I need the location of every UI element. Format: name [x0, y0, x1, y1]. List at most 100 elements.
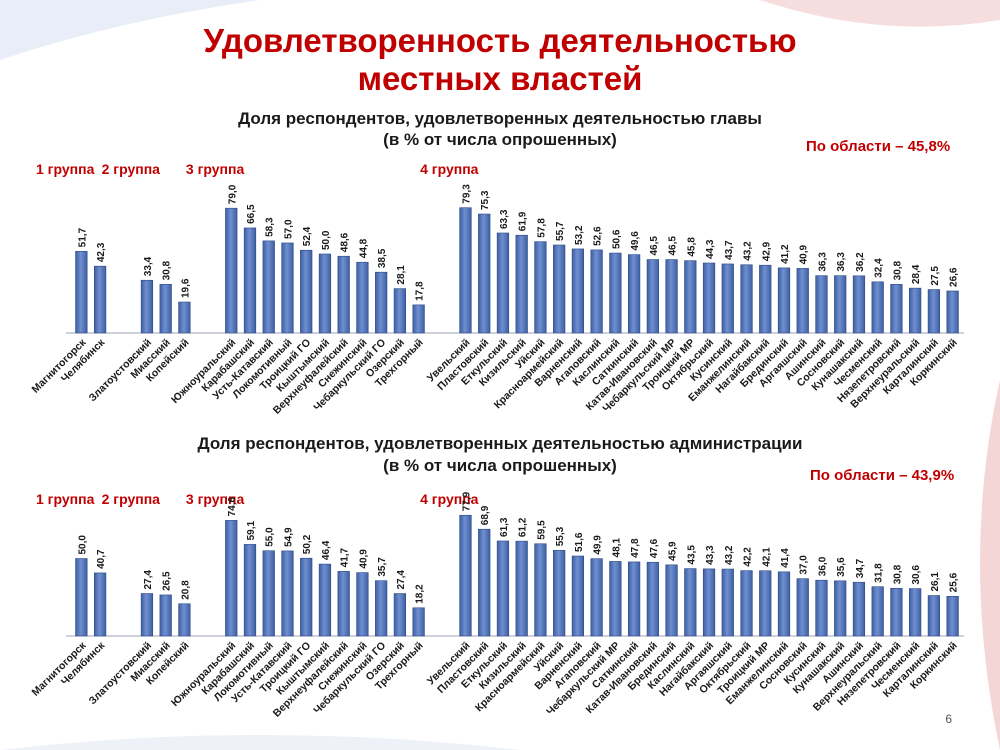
group-label: 1 группа [36, 161, 95, 177]
group-label: 1 группа [36, 491, 95, 507]
data-label: 79,3 [461, 184, 472, 204]
data-label: 26,5 [162, 571, 173, 591]
group-label: 3 группа [186, 491, 245, 507]
data-label: 26,6 [949, 267, 960, 287]
group-label: 2 группа [102, 491, 161, 507]
bar [496, 540, 510, 637]
bar [515, 540, 528, 637]
bar [178, 603, 191, 637]
data-label: 75,3 [480, 190, 491, 210]
slide-title-line2: местных властей [357, 60, 643, 97]
bar [393, 288, 407, 334]
bar [281, 242, 294, 334]
bar [909, 588, 922, 637]
group-label: 3 группа [186, 161, 245, 177]
bar [478, 528, 491, 637]
bar [852, 581, 866, 637]
data-label: 31,8 [874, 563, 885, 583]
bar [815, 579, 828, 637]
data-label: 40,7 [96, 549, 107, 569]
data-label: 74,6 [227, 496, 238, 516]
group-label: 4 группа [420, 491, 479, 507]
bar [534, 543, 547, 637]
data-label: 49,9 [593, 535, 604, 555]
bar [721, 568, 734, 637]
bar [684, 260, 697, 334]
data-label: 34,7 [855, 558, 866, 578]
data-label: 61,2 [518, 517, 529, 537]
chart2-title-line1: Доля респондентов, удовлетворенных деяте… [197, 434, 803, 453]
data-label: 40,9 [799, 244, 810, 264]
chart1-region-note: По области – 45,8% [806, 138, 951, 155]
data-label: 43,2 [724, 545, 735, 565]
bar [243, 544, 257, 637]
bar [796, 578, 809, 637]
data-label: 52,6 [593, 226, 604, 246]
data-label: 19,6 [180, 278, 191, 298]
data-label: 50,0 [77, 535, 88, 555]
bar [815, 275, 828, 334]
bar [590, 249, 603, 334]
data-label: 43,2 [743, 241, 754, 261]
bar [777, 267, 791, 334]
bar [75, 558, 88, 637]
bar [337, 255, 350, 334]
data-label: 32,4 [874, 258, 885, 278]
bar [281, 550, 294, 637]
data-label: 41,7 [340, 547, 351, 567]
bar [909, 287, 922, 334]
bar [225, 207, 238, 334]
data-label: 30,8 [892, 260, 903, 280]
data-label: 48,1 [611, 538, 622, 558]
group-label: 2 группа [102, 161, 161, 177]
bar [178, 301, 191, 334]
data-label: 42,1 [761, 547, 772, 567]
data-label: 44,3 [705, 239, 716, 259]
bar [627, 561, 641, 637]
bar [412, 607, 425, 637]
chart2-title-line2: (в % от числа опрошенных) [383, 456, 617, 475]
bar [571, 555, 585, 637]
bar [300, 557, 313, 637]
bar [702, 568, 716, 637]
bar [94, 572, 107, 637]
bar [553, 549, 566, 637]
data-label: 46,5 [668, 236, 679, 256]
data-label: 55,0 [265, 527, 276, 547]
data-label: 41,2 [780, 244, 791, 264]
bar [777, 571, 791, 637]
data-label: 41,4 [780, 548, 791, 568]
bar [140, 593, 154, 637]
bar [871, 586, 884, 637]
data-label: 27,5 [930, 266, 941, 286]
bar [459, 207, 472, 334]
data-label: 52,4 [302, 226, 313, 246]
data-label: 51,7 [77, 227, 88, 247]
bar [721, 263, 734, 334]
bar [740, 570, 753, 637]
group-label: 4 группа [420, 161, 479, 177]
data-label: 79,0 [227, 184, 238, 204]
bar [262, 550, 275, 637]
data-label: 33,4 [143, 256, 154, 276]
data-label: 35,7 [377, 557, 388, 577]
bar [496, 232, 510, 334]
data-label: 55,7 [555, 221, 566, 241]
data-label: 57,8 [536, 218, 547, 238]
data-label: 45,9 [668, 541, 679, 561]
data-label: 42,9 [761, 241, 772, 261]
data-label: 36,3 [817, 252, 828, 272]
bar [478, 213, 491, 334]
bar [702, 262, 716, 334]
bar [356, 572, 369, 637]
bar [356, 261, 369, 334]
chart2-region-note: По области – 43,9% [810, 467, 955, 484]
bar [225, 520, 238, 637]
bar [609, 561, 622, 637]
bar [852, 275, 866, 334]
data-label: 42,2 [743, 547, 754, 567]
bar [834, 275, 847, 334]
data-label: 50,0 [321, 230, 332, 250]
